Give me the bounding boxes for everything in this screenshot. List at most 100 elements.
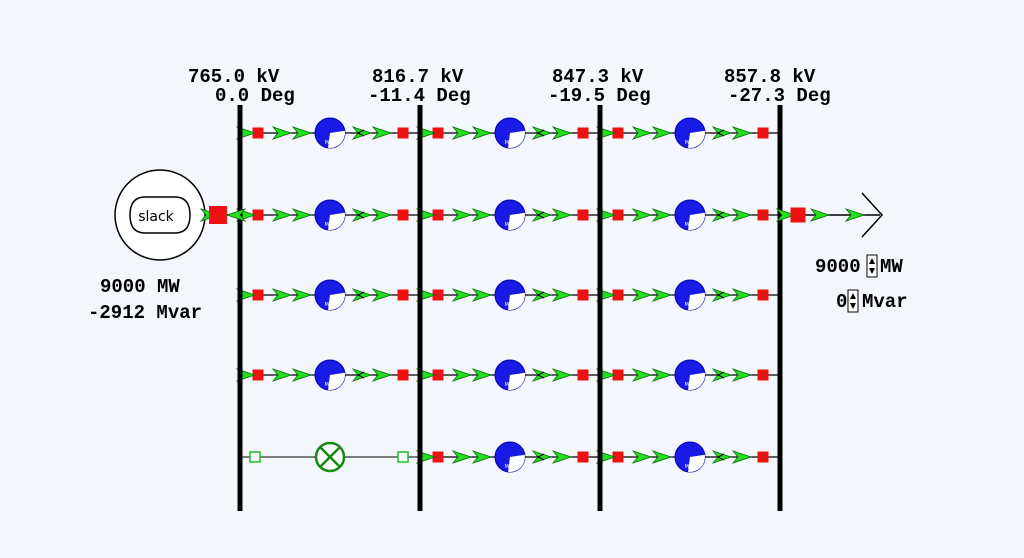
flow-arrow [631,208,653,222]
flow-gauge[interactable]: MVA [674,279,706,311]
flow-arrow [651,126,673,140]
flow-arrow [631,126,653,140]
load-mvar-unit: Mvar [862,291,908,313]
breaker[interactable] [757,369,769,381]
breaker[interactable] [612,369,624,381]
flow-arrow [371,126,393,140]
gauge-label: MVA [505,382,516,388]
reverse-arrow [356,291,365,299]
load-breaker[interactable] [790,207,806,223]
breaker[interactable] [757,451,769,463]
breaker[interactable] [432,209,444,221]
reverse-arrow [716,291,725,299]
bus-angle: -19.5 Deg [548,85,651,107]
breaker[interactable] [252,289,264,301]
flow-gauge[interactable]: MVA [314,199,346,231]
gauge-fill [688,292,705,310]
load-mw-value[interactable]: 9000 [815,256,861,278]
bus-angle: -11.4 Deg [368,85,471,107]
flow-gauge[interactable]: MVA [674,441,706,473]
flow-gauge[interactable]: MVA [314,279,346,311]
flow-gauge[interactable]: MVA [674,117,706,149]
flow-arrow [351,288,373,302]
breaker[interactable] [432,369,444,381]
flow-arrow [351,368,373,382]
breaker[interactable] [577,451,589,463]
open-breaker[interactable] [397,451,409,463]
breaker[interactable] [757,289,769,301]
breaker[interactable] [397,127,409,139]
reverse-arrow [536,211,545,219]
load-arrow-flow [775,208,797,222]
flow-arrow [531,288,553,302]
breaker[interactable] [252,127,264,139]
gauge-label: MVA [685,464,696,470]
flow-gauge[interactable]: MVA [314,117,346,149]
load-mvar-value[interactable]: 0 [836,291,847,313]
breaker[interactable] [757,127,769,139]
flow-arrow [711,368,733,382]
breaker[interactable] [577,369,589,381]
flow-gauge[interactable]: MVA [494,279,526,311]
bus-voltage: 816.7 kV [372,66,464,88]
reverse-arrow [536,129,545,137]
flow-gauge[interactable]: MVA [494,359,526,391]
breaker[interactable] [252,209,264,221]
gauge-label: MVA [685,222,696,228]
generator-breaker[interactable] [209,206,227,224]
breaker[interactable] [252,369,264,381]
load-mw-spinner[interactable] [866,254,878,278]
breaker[interactable] [432,451,444,463]
generator-mvar: -2912 Mvar [88,302,202,324]
reverse-arrow [356,211,365,219]
breaker[interactable] [397,209,409,221]
flow-gauge[interactable]: MVA [314,359,346,391]
flow-arrow [451,126,473,140]
flow-arrow [631,368,653,382]
flow-arrow [711,126,733,140]
breaker[interactable] [612,451,624,463]
load-mw-unit: MW [880,256,903,278]
flow-gauge[interactable]: MVA [494,441,526,473]
reverse-arrow [536,371,545,379]
breaker[interactable] [612,209,624,221]
breaker[interactable] [397,369,409,381]
generator-mw: 9000 MW [100,276,180,298]
breaker[interactable] [432,289,444,301]
flow-arrow [731,126,753,140]
gauge-fill [508,212,525,230]
breaker[interactable] [432,127,444,139]
flow-arrow [451,450,473,464]
gauge-fill [328,372,346,391]
load-arrow-flow [844,208,866,222]
flow-arrow [651,450,673,464]
flow-arrow [551,288,573,302]
gauge-fill [508,130,525,148]
flow-gauge[interactable]: MVA [674,199,706,231]
flow-arrow [271,126,293,140]
breaker[interactable] [577,209,589,221]
flow-arrow [271,288,293,302]
breaker[interactable] [577,289,589,301]
flow-arrow [651,288,673,302]
flow-arrow [631,450,653,464]
flow-arrow [531,208,553,222]
flow-arrow [711,450,733,464]
open-breaker[interactable] [249,451,261,463]
breaker[interactable] [757,209,769,221]
reverse-arrow [716,453,725,461]
breaker[interactable] [612,127,624,139]
gauge-label: MVA [325,382,336,388]
flow-gauge[interactable]: MVA [674,359,706,391]
load-mvar-spinner[interactable] [847,289,859,313]
bus-angle: 0.0 Deg [215,85,295,107]
bus-voltage: 765.0 kV [188,66,280,88]
breaker[interactable] [397,289,409,301]
breaker[interactable] [612,289,624,301]
gauge-label: MVA [505,464,516,470]
flow-gauge[interactable]: MVA [494,117,526,149]
flow-arrow [471,368,493,382]
gauge-fill [688,454,705,472]
flow-gauge[interactable]: MVA [494,199,526,231]
breaker[interactable] [577,127,589,139]
